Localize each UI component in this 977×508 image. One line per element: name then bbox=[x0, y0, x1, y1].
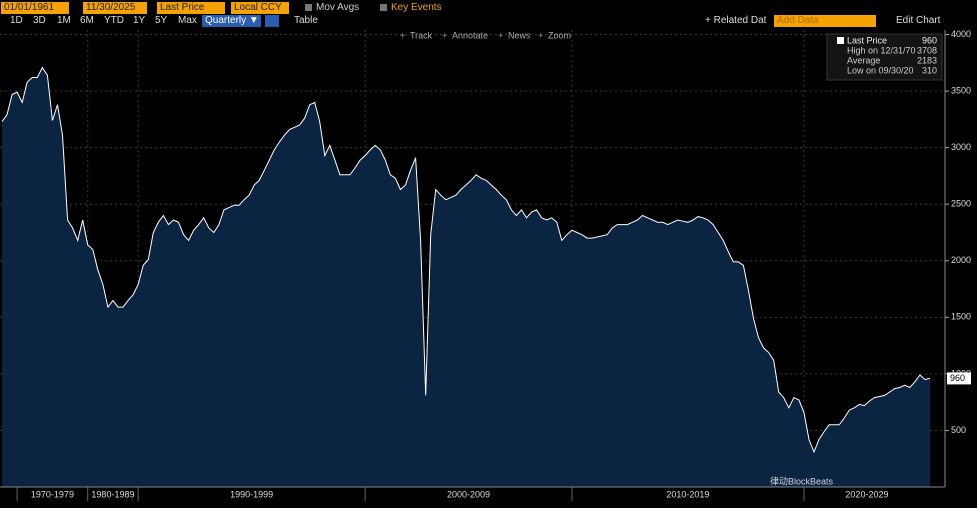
x-tick-label: 2000-2009 bbox=[447, 489, 490, 499]
period-button[interactable]: YTD bbox=[104, 15, 124, 26]
chart-tool: Annotate bbox=[452, 30, 488, 40]
chart-tool-icon: + bbox=[538, 30, 543, 40]
chart-tool-icon: + bbox=[498, 30, 503, 40]
edit-chart[interactable]: Edit Chart bbox=[896, 15, 941, 26]
y-tick-label: 4000 bbox=[951, 30, 971, 39]
watermark: 律动BlockBeats bbox=[770, 475, 834, 486]
legend-value: 960 bbox=[922, 35, 937, 45]
start-date[interactable]: 01/01/1961 bbox=[1, 2, 69, 14]
period-button[interactable]: 1D bbox=[10, 15, 23, 26]
period-button[interactable]: 1Y bbox=[133, 15, 146, 26]
x-tick-label: 1990-1999 bbox=[230, 489, 273, 499]
chart-tool: News bbox=[508, 30, 531, 40]
y-tick-label: 3000 bbox=[951, 142, 971, 152]
axis-panel bbox=[945, 30, 977, 508]
chart-tool-icon: + bbox=[400, 30, 405, 40]
period-button[interactable]: 1M bbox=[57, 15, 71, 26]
legend-stat-value: 2183 bbox=[917, 55, 937, 65]
add-data[interactable]: Add Data bbox=[774, 15, 876, 27]
price-area bbox=[2, 67, 930, 487]
legend-stat-value: 3708 bbox=[917, 45, 937, 55]
x-tick-label: 2010-2019 bbox=[666, 489, 709, 499]
legend-stat-label: High on 12/31/70 bbox=[847, 45, 916, 55]
legend-stat-label: Average bbox=[847, 55, 880, 65]
chart-icon[interactable] bbox=[265, 15, 279, 27]
chart-tool: Zoom bbox=[548, 30, 571, 40]
legend-stat-value: 310 bbox=[922, 65, 937, 75]
x-tick-label: 1980-1989 bbox=[91, 489, 134, 499]
legend-label: Last Price bbox=[847, 35, 887, 45]
legend-swatch bbox=[837, 37, 844, 44]
chart-tool-icon: + bbox=[442, 30, 447, 40]
legend-box bbox=[826, 33, 943, 81]
related-data[interactable]: + Related Dat bbox=[705, 15, 767, 26]
frequency-select[interactable]: Quarterly ▼ bbox=[202, 15, 261, 27]
last-price-tag bbox=[947, 372, 971, 385]
end-date[interactable]: 11/30/2025 bbox=[83, 2, 147, 14]
key-events[interactable]: Key Events bbox=[380, 2, 442, 14]
currency-select[interactable]: Local CCY bbox=[231, 2, 289, 14]
x-tick-label: 2020-2029 bbox=[845, 489, 888, 499]
price-line bbox=[1, 66, 931, 454]
table-button[interactable]: Table bbox=[294, 15, 318, 26]
y-tick-label: 2000 bbox=[951, 255, 971, 265]
period-button[interactable]: 6M bbox=[80, 15, 94, 26]
last-price-tag-label: 960 bbox=[950, 373, 965, 383]
chart: 50010001500200025003000350040001970-1979… bbox=[0, 30, 977, 508]
chart-tool: Track bbox=[410, 30, 433, 40]
y-tick-label: 500 bbox=[951, 425, 966, 435]
period-button[interactable]: 3D bbox=[33, 15, 46, 26]
y-tick-label: 2500 bbox=[951, 199, 971, 209]
field-select[interactable]: Last Price bbox=[157, 2, 225, 14]
legend: Last Price 960 High on 12/31/70 3708 Average… bbox=[826, 33, 943, 81]
mov-avgs[interactable]: Mov Avgs bbox=[305, 2, 359, 14]
period-button[interactable]: Max bbox=[178, 15, 197, 26]
x-tick-label: 1970-1979 bbox=[31, 489, 74, 499]
period-button[interactable]: 5Y bbox=[155, 15, 168, 26]
key-events-label: Key Events bbox=[391, 2, 442, 13]
y-tick-label: 1500 bbox=[951, 312, 971, 322]
y-tick-label: 3500 bbox=[951, 85, 971, 95]
mov-avgs-label: Mov Avgs bbox=[316, 2, 360, 13]
legend-stat-label: Low on 09/30/20 bbox=[847, 65, 914, 75]
